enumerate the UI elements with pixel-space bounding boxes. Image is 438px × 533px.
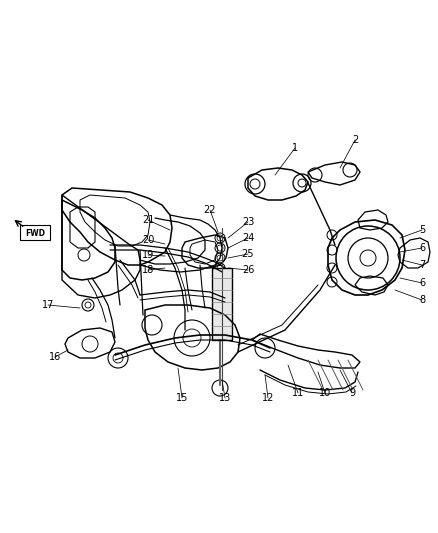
- Text: 17: 17: [42, 300, 54, 310]
- Text: 6: 6: [419, 278, 425, 288]
- Text: 1: 1: [292, 143, 298, 153]
- Text: 6: 6: [419, 243, 425, 253]
- Text: 20: 20: [142, 235, 154, 245]
- Text: 10: 10: [319, 388, 331, 398]
- Text: 18: 18: [142, 265, 154, 275]
- Text: 21: 21: [142, 215, 154, 225]
- Text: 15: 15: [176, 393, 188, 403]
- Text: 24: 24: [242, 233, 254, 243]
- Text: 13: 13: [219, 393, 231, 403]
- Text: FWD: FWD: [25, 229, 45, 238]
- Text: 22: 22: [204, 205, 216, 215]
- Text: 19: 19: [142, 250, 154, 260]
- Text: 16: 16: [49, 352, 61, 362]
- Text: 23: 23: [242, 217, 254, 227]
- Text: 9: 9: [349, 388, 355, 398]
- Text: 12: 12: [262, 393, 274, 403]
- Text: 11: 11: [292, 388, 304, 398]
- Text: 2: 2: [352, 135, 358, 145]
- Text: 25: 25: [242, 249, 254, 259]
- Polygon shape: [212, 268, 232, 340]
- Text: 8: 8: [419, 295, 425, 305]
- Text: 5: 5: [419, 225, 425, 235]
- Text: 26: 26: [242, 265, 254, 275]
- Text: 7: 7: [419, 260, 425, 270]
